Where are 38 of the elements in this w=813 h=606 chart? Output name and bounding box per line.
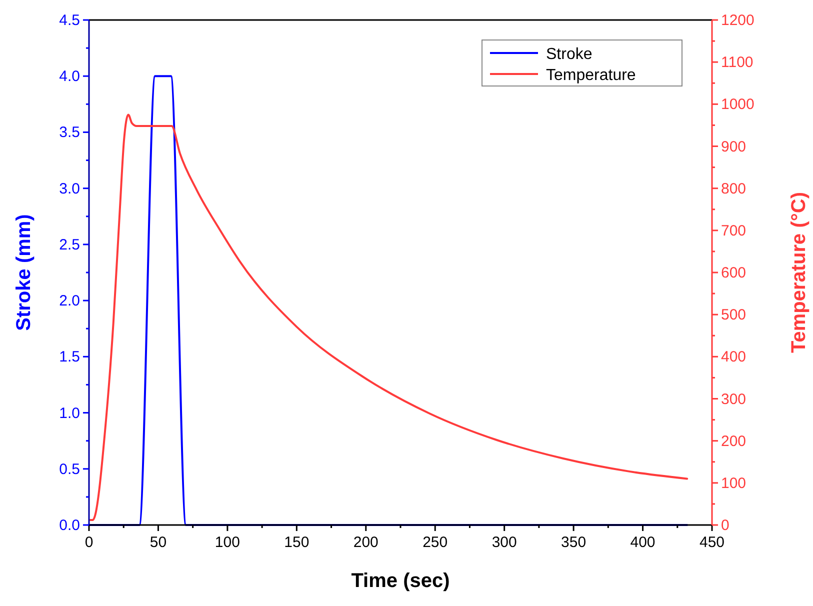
x-tick-label: 300 xyxy=(492,534,517,551)
y2-tick-label: 100 xyxy=(721,474,746,492)
x-tick-label: 250 xyxy=(422,534,448,551)
y-tick-label: 0.0 xyxy=(59,517,80,534)
x-tick-label: 50 xyxy=(150,534,167,551)
x-tick-label: 150 xyxy=(284,534,310,551)
y-tick-label: 2.5 xyxy=(59,236,80,254)
x-axis-title: Time (sec) xyxy=(351,570,450,592)
y2-tick-label: 0 xyxy=(721,517,730,534)
x-tick-label: 350 xyxy=(561,534,586,551)
y-tick-label: 0.5 xyxy=(59,460,80,478)
x-tick-label: 400 xyxy=(630,534,656,551)
y2-tick-label: 700 xyxy=(721,222,746,240)
y2-tick-label: 300 xyxy=(721,390,746,408)
x-tick-label: 100 xyxy=(214,534,240,551)
y2-tick-label: 600 xyxy=(721,264,746,282)
y-tick-label: 3.0 xyxy=(59,180,80,198)
y-axis-title: Stroke (mm) xyxy=(13,214,35,331)
x-tick-label: 450 xyxy=(699,534,725,551)
legend-label: Stroke xyxy=(546,46,592,63)
y2-tick-label: 1200 xyxy=(721,12,754,29)
x-tick-label: 0 xyxy=(84,534,94,551)
y2-axis-title: Temperature (°C) xyxy=(788,192,810,353)
y-tick-label: 1.5 xyxy=(59,348,80,366)
y2-tick-label: 200 xyxy=(721,432,746,450)
y2-tick-label: 900 xyxy=(721,138,746,156)
legend-label: Temperature xyxy=(546,67,636,84)
y-tick-label: 4.5 xyxy=(59,12,80,29)
y-tick-label: 4.0 xyxy=(59,68,80,86)
y2-tick-label: 400 xyxy=(721,348,746,366)
y2-tick-label: 500 xyxy=(721,306,746,324)
y-tick-label: 3.5 xyxy=(59,124,80,142)
y2-tick-label: 1000 xyxy=(721,96,754,114)
y2-tick-label: 1100 xyxy=(721,54,754,72)
y-tick-label: 2.0 xyxy=(59,292,80,310)
x-tick-label: 200 xyxy=(353,534,378,551)
y2-tick-label: 800 xyxy=(721,180,746,198)
y-tick-label: 1.0 xyxy=(59,404,80,422)
